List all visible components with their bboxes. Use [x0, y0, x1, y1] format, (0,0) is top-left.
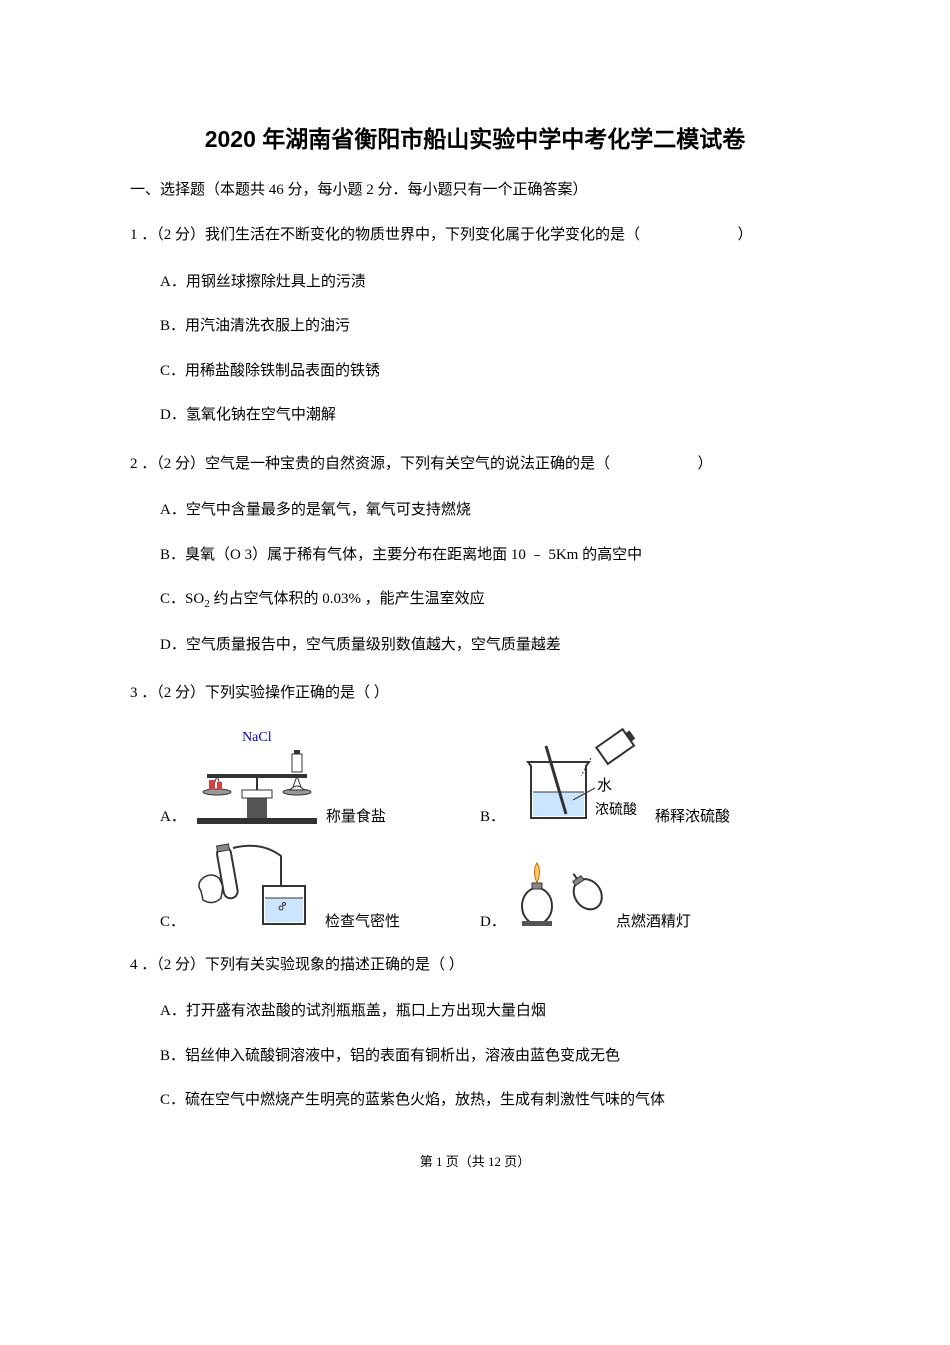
section-header: 一、选择题（本题共 46 分，每小题 2 分．每小题只有一个正确答案） — [130, 178, 820, 199]
q4-stem: 4 ．（2 分）下列有关实验现象的描述正确的是（ ） — [130, 951, 820, 980]
light-lamp-icon — [512, 841, 612, 931]
q3-a-letter: A． — [160, 805, 186, 826]
q3-c-label: 检查气密性 — [325, 910, 400, 931]
question-1: 1 ．（2 分）我们生活在不断变化的物质世界中，下列变化属于化学变化的是（ ） … — [130, 221, 820, 430]
q3-opt-c: C． — [160, 836, 480, 931]
q2-stem-text: 2 ．（2 分）空气是一种宝贵的自然资源，下列有关空气的说法正确的是（ — [130, 456, 610, 472]
nacl-label: NaCl — [192, 730, 322, 746]
q3-opt-a: A． NaCl — [160, 730, 480, 826]
q2-opt-a: A．空气中含量最多的是氧气，氧气可支持燃烧 — [160, 496, 820, 525]
airtight-check-icon — [191, 836, 321, 931]
q1-opt-d: D．氢氧化钠在空气中潮解 — [160, 401, 820, 430]
q3-stem: 3 ．（2 分）下列实验操作正确的是（ ） — [130, 679, 820, 708]
balance-scale-icon: NaCl — [192, 730, 322, 826]
q3-opt-b: B． — [480, 726, 730, 826]
q2-opt-c: C．SO2 约占空气体积的 0.03% ，能产生温室效应 — [160, 585, 820, 615]
q3-a-label: 称量食盐 — [326, 805, 386, 826]
q2-opt-c-pre: C．SO — [160, 591, 204, 607]
q4-opt-c: C．硫在空气中燃烧产生明亮的蓝紫色火焰，放热，生成有刺激性气味的气体 — [160, 1086, 820, 1115]
q3-b-label: 稀释浓硫酸 — [655, 805, 730, 826]
q1-close: ） — [738, 227, 753, 243]
q3-d-letter: D． — [480, 910, 506, 931]
q2-close: ） — [698, 456, 713, 472]
q1-stem-text: 1 ．（2 分）我们生活在不断变化的物质世界中，下列变化属于化学变化的是（ — [130, 227, 640, 243]
q3-b-letter: B． — [480, 805, 505, 826]
q2-opt-d: D．空气质量报告中，空气质量级别数值越大，空气质量越差 — [160, 631, 820, 660]
page-title: 2020 年湖南省衡阳市船山实验中学中考化学二模试卷 — [130, 120, 820, 154]
water-label: 水 — [597, 777, 612, 794]
question-4: 4 ．（2 分）下列有关实验现象的描述正确的是（ ） A．打开盛有浓盐酸的试剂瓶… — [130, 951, 820, 1115]
q1-opt-c: C．用稀盐酸除铁制品表面的铁锈 — [160, 357, 820, 386]
dilute-acid-icon: 水 浓硫酸 — [511, 726, 651, 826]
acid-label: 浓硫酸 — [595, 802, 637, 818]
q2-stem: 2 ．（2 分）空气是一种宝贵的自然资源，下列有关空气的说法正确的是（ ） — [130, 450, 820, 479]
q1-opt-a: A．用钢丝球擦除灶具上的污渍 — [160, 268, 820, 297]
question-3: 3 ．（2 分）下列实验操作正确的是（ ） A． NaCl — [130, 679, 820, 931]
q3-d-label: 点燃酒精灯 — [616, 910, 691, 931]
q2-opt-c-post: 约占空气体积的 0.03% ，能产生温室效应 — [210, 591, 485, 607]
q4-opt-b: B．铝丝伸入硫酸铜溶液中，铝的表面有铜析出，溶液由蓝色变成无色 — [160, 1042, 820, 1071]
q4-opt-a: A．打开盛有浓盐酸的试剂瓶瓶盖，瓶口上方出现大量白烟 — [160, 997, 820, 1026]
q3-c-letter: C． — [160, 910, 185, 931]
q3-opt-d: D． — [480, 841, 691, 931]
page-footer: 第 1 页（共 12 页） — [130, 1151, 820, 1170]
q1-stem: 1 ．（2 分）我们生活在不断变化的物质世界中，下列变化属于化学变化的是（ ） — [130, 221, 820, 250]
q2-opt-b: B．臭氧（O 3）属于稀有气体，主要分布在距离地面 10 ﹣ 5Km 的高空中 — [160, 541, 820, 570]
question-2: 2 ．（2 分）空气是一种宝贵的自然资源，下列有关空气的说法正确的是（ ） A．… — [130, 450, 820, 660]
q1-opt-b: B．用汽油清洗衣服上的油污 — [160, 312, 820, 341]
